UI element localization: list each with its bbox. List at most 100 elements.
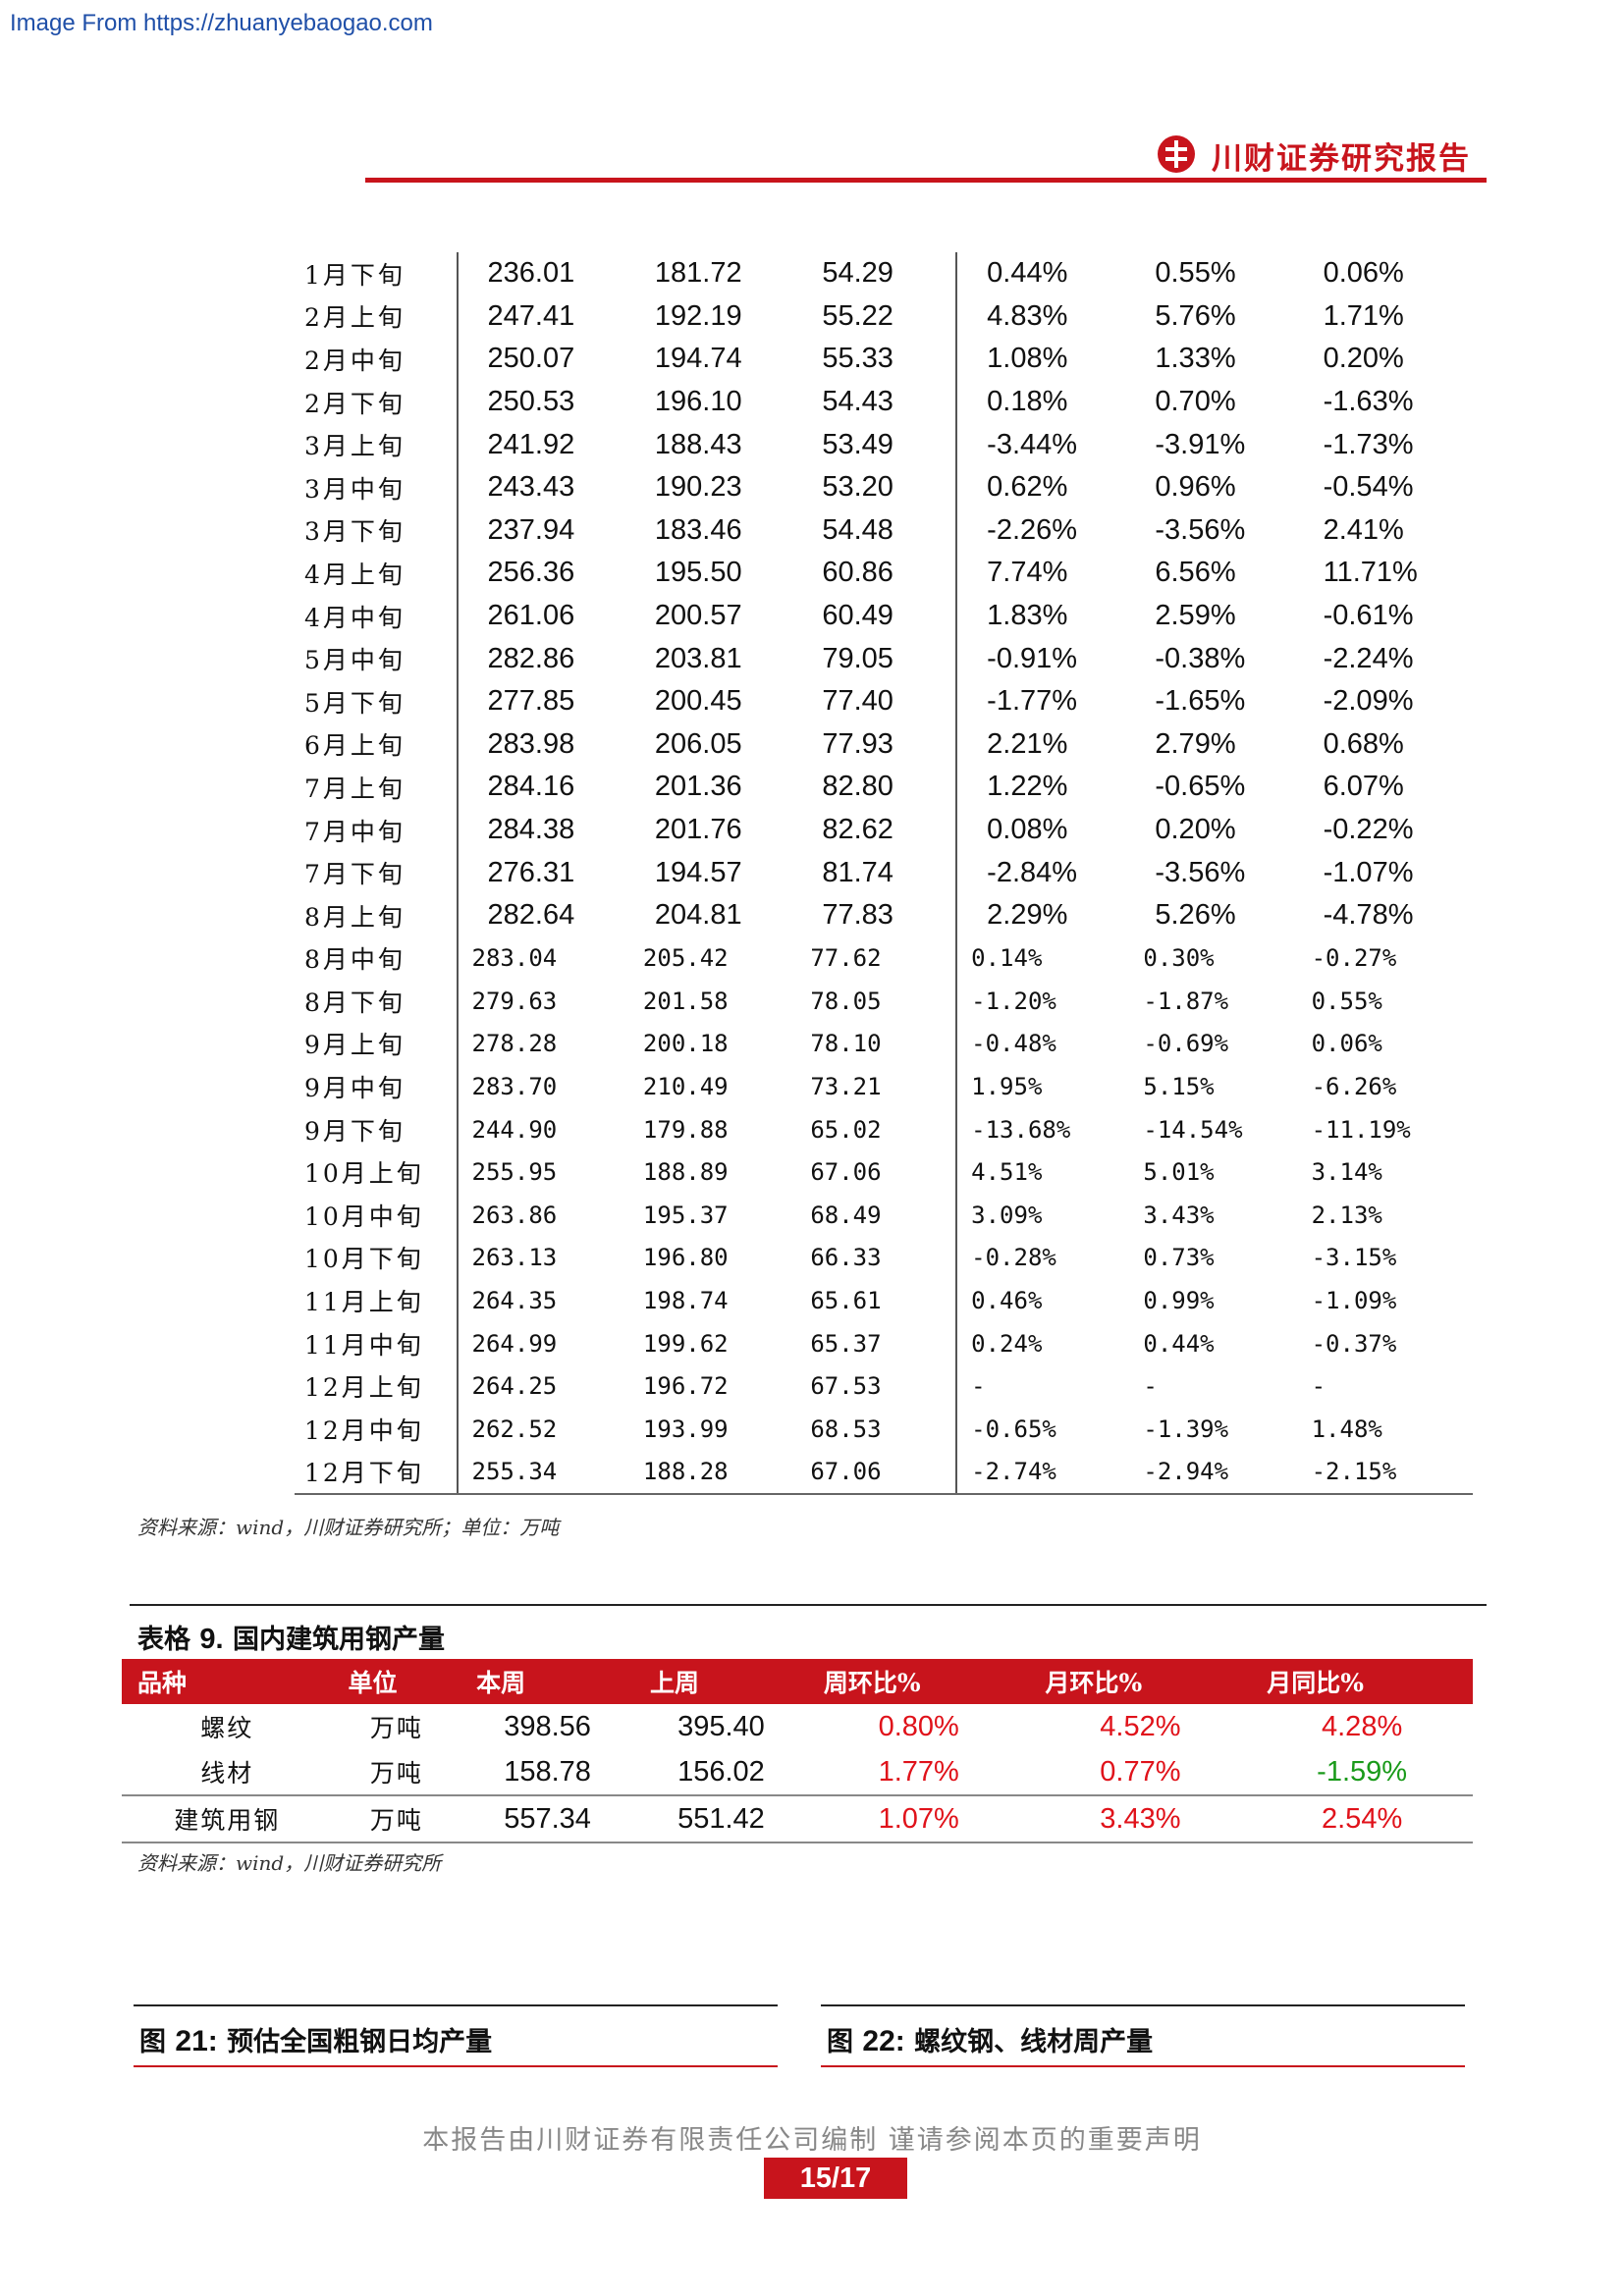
pct-cell-3: 0.06%: [1323, 257, 1404, 290]
pct-cell-1: -0.65%: [955, 1408, 1136, 1451]
pct-cell-2: -14.54%: [1143, 1115, 1243, 1144]
pct-cell-2: 5.76%: [1155, 299, 1236, 332]
pct-cell-3: 1.48%: [1311, 1415, 1382, 1443]
value-cell-3: 65.37: [810, 1329, 882, 1358]
value-cell-2: 195.37: [642, 1201, 729, 1229]
table-row: 7月中旬 284.38 201.76 82.62 0.08% 0.20% -0.22%: [295, 808, 1473, 852]
value-cell-1: 284.16: [456, 766, 635, 809]
value-cell-1: 262.52: [456, 1408, 635, 1451]
period-cell: 8月中旬: [304, 945, 406, 975]
period-cell: 2月下旬: [304, 389, 406, 418]
table9-mom-cell: 4.52%: [1100, 1710, 1181, 1742]
pct-cell-3: -1.07%: [1323, 856, 1414, 888]
value-cell-2: 194.74: [654, 343, 742, 375]
period-cell: 7月中旬: [304, 817, 406, 846]
table-row: 5月下旬 277.85 200.45 77.40 -1.77% -1.65% -2.09%: [295, 679, 1473, 723]
table9-mom-cell: 0.77%: [1100, 1755, 1181, 1788]
period-cell: 9月中旬: [304, 1074, 406, 1103]
pct-cell-3: -0.37%: [1311, 1329, 1397, 1358]
value-cell-2: 206.05: [654, 727, 742, 760]
pct-cell-2: -: [1143, 1372, 1158, 1401]
value-cell-2: 200.45: [654, 685, 742, 718]
pct-cell-1: -0.28%: [955, 1236, 1136, 1280]
period-cell: 8月上旬: [304, 902, 406, 932]
table9-top-rule: [130, 1604, 1487, 1606]
period-cell: 11月中旬: [304, 1330, 424, 1360]
table9-header-cell: 单位: [332, 1659, 461, 1704]
value-cell-2: 193.99: [642, 1415, 729, 1443]
pct-cell-3: 1.71%: [1323, 299, 1404, 332]
value-cell-2: 201.58: [642, 987, 729, 1015]
value-cell-3: 55.22: [822, 299, 893, 332]
table9-wow-cell: 1.77%: [878, 1755, 959, 1788]
pct-cell-2: 1.33%: [1155, 343, 1236, 375]
value-cell-3: 65.02: [810, 1115, 882, 1144]
value-cell-3: 82.62: [822, 814, 893, 846]
table-row: 2月下旬 250.53 196.10 54.43 0.18% 0.70% -1.63%: [295, 380, 1473, 424]
table9-title: 表格 9. 国内建筑用钢产量: [137, 1618, 445, 1656]
figure-22-caption: 图 22: 螺纹钢、线材周产量: [827, 2020, 1153, 2058]
value-cell-2: 205.42: [642, 944, 729, 973]
table9-cur-cell: 158.78: [504, 1755, 591, 1788]
value-cell-1: 282.64: [456, 893, 635, 937]
period-cell: 2月中旬: [304, 346, 406, 375]
value-cell-3: 67.06: [810, 1158, 882, 1187]
table-row: 建筑用钢 万吨 557.34 551.42 1.07% 3.43% 2.54%: [122, 1794, 1473, 1843]
table9-header-cell: 本周: [460, 1659, 634, 1704]
pct-cell-1: 3.09%: [955, 1194, 1136, 1237]
period-cell: 5月中旬: [304, 646, 406, 675]
period-cell: 9月上旬: [304, 1031, 406, 1060]
pct-cell-1: 0.18%: [955, 380, 1136, 424]
value-cell-1: 250.07: [456, 338, 635, 381]
pct-cell-1: -2.26%: [955, 508, 1136, 553]
table9-header-cell: 品种: [122, 1659, 333, 1704]
table-row: 3月中旬 243.43 190.23 53.20 0.62% 0.96% -0.54%: [295, 465, 1473, 509]
watermark-link[interactable]: Image From https://zhuanyebaogao.com: [10, 10, 433, 36]
value-cell-3: 79.05: [822, 642, 893, 674]
table1-source: 资料来源：wind，川财证券研究所；单位：万吨: [137, 1516, 560, 1539]
period-cell: 3月上旬: [304, 432, 406, 461]
pct-cell-3: 0.20%: [1323, 343, 1404, 375]
pct-cell-2: 3.43%: [1143, 1201, 1215, 1229]
table9-unit-cell: 万吨: [332, 1794, 461, 1843]
value-cell-1: 263.86: [456, 1194, 635, 1237]
table9-prev-cell: 156.02: [677, 1755, 765, 1788]
pct-cell-2: -0.69%: [1143, 1030, 1229, 1058]
figure-22-prefix: 图: [827, 2027, 853, 2057]
value-cell-2: 194.57: [654, 856, 742, 888]
value-cell-2: 188.28: [634, 1450, 803, 1496]
value-cell-1: 237.94: [456, 508, 635, 553]
period-cell: 2月上旬: [304, 303, 406, 333]
pct-cell-3: -4.78%: [1323, 899, 1414, 932]
value-cell-2: 183.46: [654, 513, 742, 546]
table9-wow-cell: 0.80%: [878, 1710, 959, 1742]
table9-name-cell: 螺纹: [200, 1714, 254, 1742]
value-cell-2: 196.10: [654, 386, 742, 418]
period-cell: 12月中旬: [304, 1415, 424, 1445]
pct-cell-1: 0.14%: [955, 936, 1136, 981]
value-cell-1: 247.41: [456, 294, 635, 339]
pct-cell-2: -3.91%: [1155, 428, 1246, 460]
pct-cell-2: 0.96%: [1155, 471, 1236, 504]
period-cell: 10月上旬: [304, 1159, 424, 1189]
pct-cell-1: 0.24%: [955, 1321, 1136, 1365]
table-row: 1月下旬 236.01 181.72 54.29 0.44% 0.55% 0.06%: [295, 252, 1473, 295]
pct-cell-3: -6.26%: [1311, 1073, 1397, 1101]
value-cell-2: 198.74: [642, 1287, 729, 1315]
value-cell-2: 199.62: [642, 1329, 729, 1358]
figure-21-num: 21:: [175, 2025, 218, 2057]
value-cell-3: 67.53: [810, 1372, 882, 1401]
value-cell-2: 190.23: [654, 471, 742, 504]
pct-cell-1: 0.08%: [955, 808, 1136, 852]
value-cell-2: 179.88: [642, 1115, 729, 1144]
pct-cell-2: 0.70%: [1155, 386, 1236, 418]
value-cell-2: 201.36: [654, 771, 742, 803]
table-row: 12月下旬 255.34 188.28 67.06 -2.74% -2.94% -2.15%: [295, 1450, 1473, 1496]
value-cell-1: 264.99: [456, 1321, 635, 1365]
value-cell-1: 264.35: [456, 1279, 635, 1322]
pct-cell-3: 0.55%: [1311, 987, 1382, 1015]
pct-cell-2: 0.30%: [1143, 944, 1215, 973]
period-cell: 4月上旬: [304, 560, 406, 589]
table-row: 8月中旬 283.04 205.42 77.62 0.14% 0.30% -0.27%: [295, 936, 1473, 981]
fig22-bottom-rule: [821, 2065, 1465, 2067]
